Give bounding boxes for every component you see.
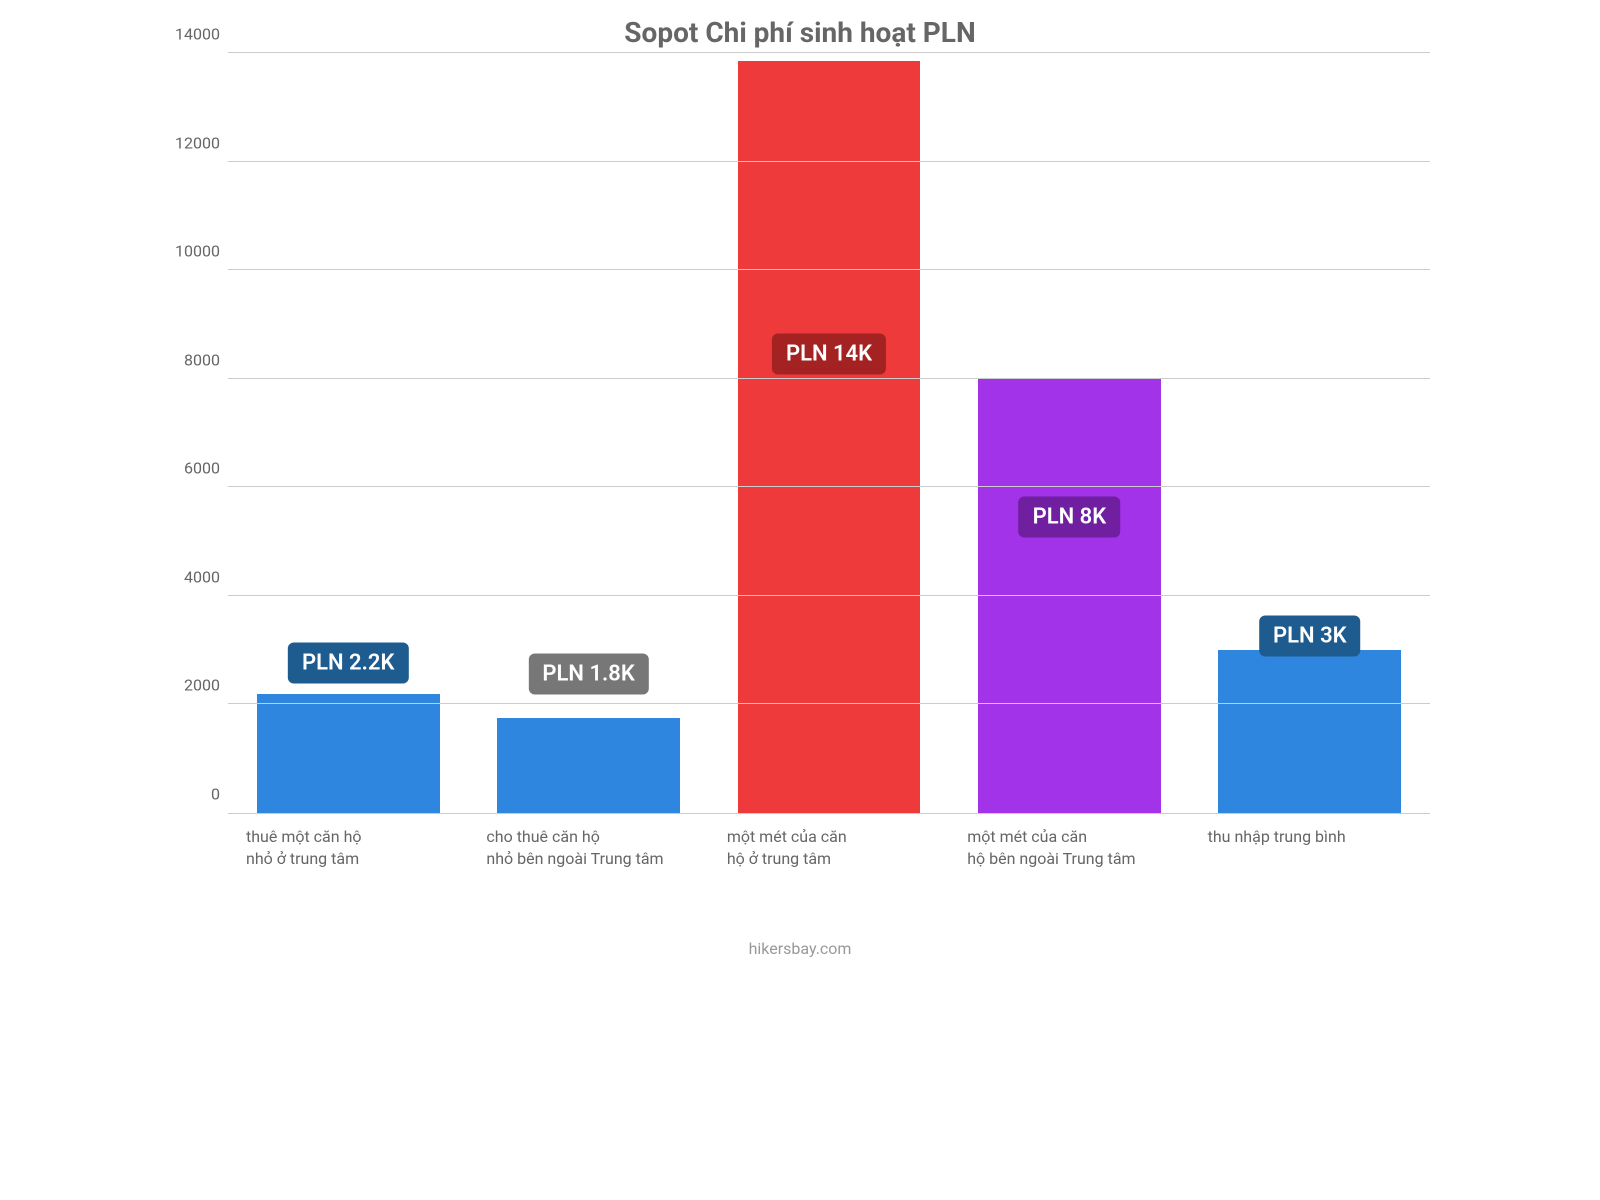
x-tick-label: thuê một căn hộnhỏ ở trung tâm: [228, 814, 468, 869]
y-tick-label: 2000: [170, 676, 220, 695]
gridline: [228, 703, 1430, 704]
gridline: [228, 486, 1430, 487]
y-tick-label: 14000: [170, 25, 220, 44]
y-tick-label: 8000: [170, 350, 220, 369]
bar-slot: PLN 14K: [709, 53, 949, 813]
x-axis-labels: thuê một căn hộnhỏ ở trung tâmcho thuê c…: [228, 814, 1430, 869]
bar-value-label: PLN 3K: [1259, 616, 1361, 657]
bar-slot: PLN 1.8K: [468, 53, 708, 813]
bar: [497, 718, 680, 813]
y-tick-label: 4000: [170, 567, 220, 586]
x-tick-label: thu nhập trung bình: [1190, 814, 1430, 869]
bar: [257, 694, 440, 813]
bar-value-label: PLN 8K: [1019, 496, 1121, 537]
gridline: [228, 378, 1430, 379]
gridline: [228, 161, 1430, 162]
bar-value-label: PLN 14K: [772, 334, 886, 375]
plot-area: PLN 2.2KPLN 1.8KPLN 14KPLN 8KPLN 3K 0200…: [228, 53, 1430, 814]
bar-value-label: PLN 2.2K: [288, 643, 408, 684]
gridline: [228, 52, 1430, 53]
bar-slot: PLN 8K: [949, 53, 1189, 813]
y-tick-label: 12000: [170, 133, 220, 152]
chart-title: Sopot Chi phí sinh hoạt PLN: [160, 16, 1440, 49]
gridline: [228, 595, 1430, 596]
bar-slot: PLN 2.2K: [228, 53, 468, 813]
gridline: [228, 269, 1430, 270]
chart-container: Sopot Chi phí sinh hoạt PLN PLN 2.2KPLN …: [160, 0, 1440, 970]
y-tick-label: 6000: [170, 459, 220, 478]
bars-group: PLN 2.2K PLN 1.8K PLN 14K PLN 8K PLN 3K: [228, 53, 1430, 813]
x-tick-label: một mét của cănhộ bên ngoài Trung tâm: [949, 814, 1189, 869]
bar-slot: PLN 3K: [1190, 53, 1430, 813]
y-tick-label: 0: [170, 785, 220, 804]
footer-credit: hikersbay.com: [160, 939, 1440, 958]
x-tick-label: cho thuê căn hộnhỏ bên ngoài Trung tâm: [468, 814, 708, 869]
bar: [978, 379, 1161, 813]
y-tick-label: 10000: [170, 242, 220, 261]
bar: [1218, 650, 1401, 813]
x-tick-label: một mét của cănhộ ở trung tâm: [709, 814, 949, 869]
bar: [738, 61, 921, 813]
bar-value-label: PLN 1.8K: [528, 654, 648, 695]
